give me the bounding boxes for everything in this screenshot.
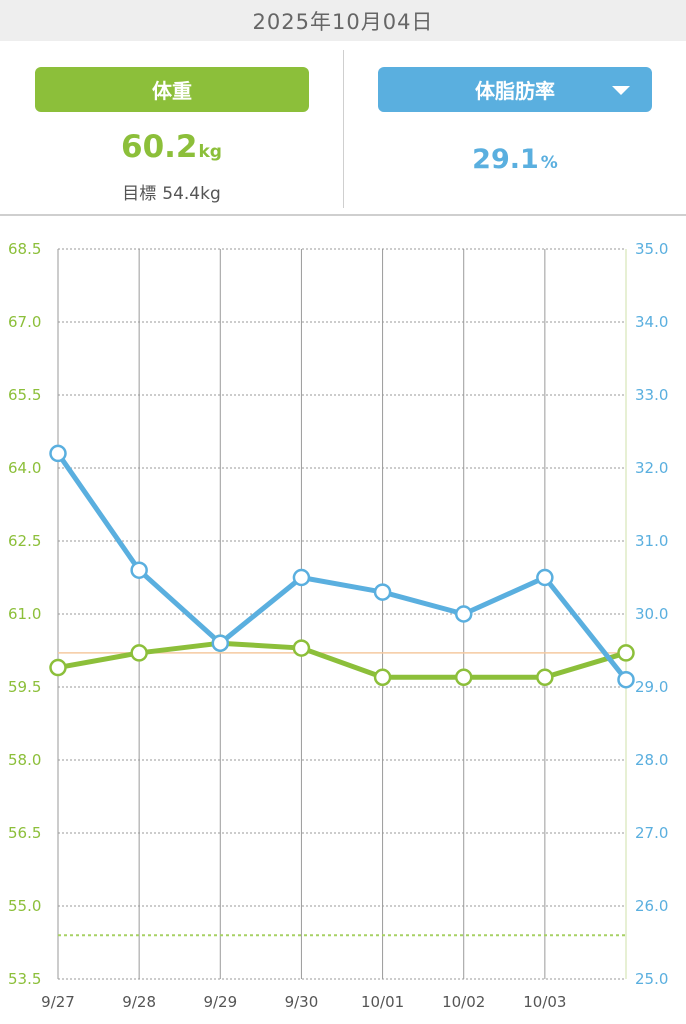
metric-select-button[interactable]: 体脂肪率 xyxy=(378,67,652,112)
goal-value: 54.4kg xyxy=(162,184,221,204)
panel-divider xyxy=(343,50,344,208)
series-lines xyxy=(55,450,629,683)
y-right-tick-label: 28.0 xyxy=(635,751,668,769)
weight-data-point xyxy=(454,668,473,687)
weight-data-point xyxy=(617,644,635,662)
metric-select-label: 体脂肪率 xyxy=(475,79,555,103)
x-tick-label: 10/03 xyxy=(523,993,566,1011)
fat-unit: % xyxy=(540,153,558,173)
weight-goal: 目標 54.4kg xyxy=(0,179,343,204)
date-header: 2025年10月04日 xyxy=(0,0,686,41)
y-right-tick-label: 33.0 xyxy=(635,386,668,404)
y-left-tick-label: 56.5 xyxy=(8,824,41,842)
fat-value-display: 29.1% xyxy=(344,144,686,175)
weight-series-line xyxy=(55,640,629,680)
y-right-tick-label: 34.0 xyxy=(635,313,668,331)
weight-unit: kg xyxy=(198,142,222,162)
weight-value-display: 60.2kg xyxy=(0,129,343,165)
y-left-tick-label: 61.0 xyxy=(8,605,41,623)
fat-data-point xyxy=(373,583,392,601)
x-tick-label: 9/30 xyxy=(285,993,319,1011)
weight-button-label: 体重 xyxy=(152,79,192,103)
x-tick-label: 10/02 xyxy=(442,993,485,1011)
y-left-tick-label: 53.5 xyxy=(8,970,41,988)
line-chart[interactable]: 53.5 25.0 55.0 26.0 56.5 27.0 58.0 28.0 59.5 29.0… xyxy=(0,216,686,1024)
fat-panel: 体脂肪率 29.1% xyxy=(344,41,686,216)
axis-labels: 53.5 25.0 55.0 26.0 56.5 27.0 58.0 28.0 59.5 29.0… xyxy=(8,240,668,1011)
goal-label: 目標 xyxy=(122,184,157,204)
y-right-tick-label: 35.0 xyxy=(635,240,668,258)
fat-value: 29.1 xyxy=(472,144,539,175)
y-right-tick-label: 30.0 xyxy=(635,605,668,623)
fat-data-point xyxy=(617,670,635,689)
x-tick-label: 9/29 xyxy=(203,993,237,1011)
x-tick-label: 9/28 xyxy=(122,993,156,1011)
weight-data-point xyxy=(536,668,554,687)
fat-data-point xyxy=(49,444,67,463)
y-right-tick-label: 25.0 xyxy=(635,970,668,988)
y-right-tick-label: 26.0 xyxy=(635,897,668,915)
chevron-down-icon xyxy=(612,86,630,95)
x-tick-label: 10/01 xyxy=(361,993,404,1011)
y-left-tick-label: 58.0 xyxy=(8,751,41,769)
y-left-tick-label: 59.5 xyxy=(8,678,41,696)
date-label: 2025年10月04日 xyxy=(252,9,434,34)
weight-data-point xyxy=(292,639,311,657)
y-left-tick-label: 62.5 xyxy=(8,532,41,550)
y-right-tick-label: 29.0 xyxy=(635,678,668,696)
y-left-tick-label: 67.0 xyxy=(8,313,41,331)
fat-data-point xyxy=(536,568,554,587)
x-tick-label: 9/27 xyxy=(41,993,75,1011)
weight-value: 60.2 xyxy=(121,129,198,165)
weight-data-point xyxy=(373,668,392,687)
fat-series-line xyxy=(55,450,629,683)
y-right-tick-label: 32.0 xyxy=(635,459,668,477)
y-left-tick-label: 68.5 xyxy=(8,240,41,258)
chart-grid xyxy=(57,248,627,980)
fat-data-point xyxy=(454,605,473,623)
weight-panel: 体重 60.2kg 目標 54.4kg xyxy=(0,41,343,216)
weight-data-point xyxy=(130,644,148,662)
reference-lines xyxy=(58,652,626,937)
weight-button[interactable]: 体重 xyxy=(35,67,309,112)
weight-data-point xyxy=(49,658,67,677)
y-left-tick-label: 55.0 xyxy=(8,897,41,915)
fat-data-point xyxy=(292,568,311,587)
y-right-tick-label: 27.0 xyxy=(635,824,668,842)
header-divider xyxy=(0,214,686,216)
y-left-tick-label: 64.0 xyxy=(8,459,41,477)
data-points xyxy=(49,444,635,689)
y-right-tick-label: 31.0 xyxy=(635,532,668,550)
fat-data-point xyxy=(211,634,230,652)
fat-data-point xyxy=(130,561,148,579)
y-left-tick-label: 65.5 xyxy=(8,386,41,404)
